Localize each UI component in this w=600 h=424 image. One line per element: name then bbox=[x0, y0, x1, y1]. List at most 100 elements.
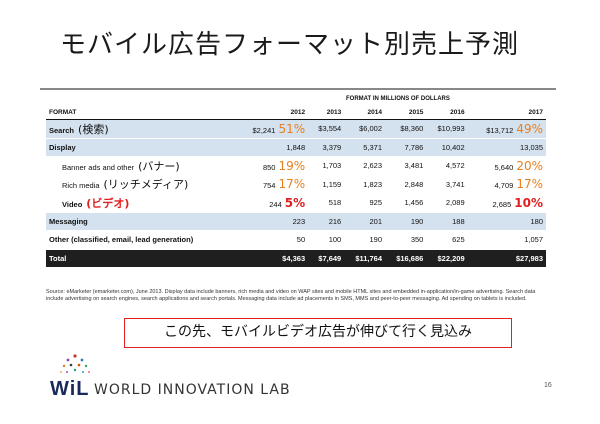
cell-value: 3,741 bbox=[445, 179, 465, 189]
cell-value: 1,159 bbox=[322, 179, 342, 189]
table-cell: 1,823 bbox=[344, 175, 386, 194]
table-header-row: FORMAT 2012 2013 2014 2015 2016 2017 bbox=[46, 106, 546, 120]
row-label-text: Messaging bbox=[49, 216, 88, 226]
table-cell: $11,764 bbox=[344, 249, 386, 268]
cell-value: 188 bbox=[452, 216, 465, 226]
row-label-text: Total bbox=[49, 253, 67, 263]
table-cell: $3,554 bbox=[308, 119, 345, 139]
row-label: Rich media (リッチメディア) bbox=[46, 175, 235, 194]
col-header: 2014 bbox=[344, 106, 386, 120]
table-cell: 188 bbox=[426, 212, 468, 231]
table-cell: $13,712 49% bbox=[467, 119, 546, 139]
cell-value: 2,848 bbox=[404, 179, 424, 189]
cell-value: 2,623 bbox=[363, 161, 383, 171]
cell-value: 201 bbox=[369, 216, 383, 226]
cell-value: $8,360 bbox=[400, 124, 424, 134]
table-cell: $8,360 bbox=[385, 119, 427, 139]
table-cell: $6,002 bbox=[344, 119, 386, 139]
share-2012: 51% bbox=[278, 121, 306, 136]
share-2012: 5% bbox=[284, 195, 306, 210]
table-cell: 1,703 bbox=[308, 156, 345, 176]
share-2017: 49% bbox=[516, 121, 543, 136]
share-2012: 17% bbox=[278, 177, 306, 192]
table-cell: 244 5% bbox=[235, 193, 309, 213]
cell-value: $4,363 bbox=[282, 253, 306, 263]
row-label-text: Banner ads and other bbox=[62, 162, 135, 172]
row-label-jp: (ビデオ) bbox=[86, 196, 130, 210]
share-2017: 17% bbox=[516, 177, 543, 192]
table-cell: 190 bbox=[385, 212, 427, 231]
cell-value: 1,823 bbox=[363, 179, 383, 189]
col-header: 2013 bbox=[308, 106, 345, 120]
col-header: FORMAT bbox=[46, 106, 235, 120]
cell-value: 1,848 bbox=[286, 142, 306, 152]
table-cell: 925 bbox=[344, 193, 386, 213]
cell-value: 223 bbox=[292, 216, 306, 226]
cell-value: 13,035 bbox=[520, 142, 543, 152]
table-cell: 1,848 bbox=[235, 138, 309, 157]
cell-value: 2,685 bbox=[492, 199, 512, 209]
table-cell: 201 bbox=[344, 212, 386, 231]
table-cell: 3,379 bbox=[308, 138, 345, 157]
callout-box: この先、モバイルビデオ広告が伸びて行く見込み bbox=[124, 318, 512, 348]
table-cell: 4,709 17% bbox=[467, 175, 546, 194]
logo-text: WiL bbox=[50, 378, 90, 400]
table-cell: 3,741 bbox=[426, 175, 468, 194]
cell-value: $13,712 bbox=[486, 125, 514, 135]
cell-value: 5,371 bbox=[363, 142, 383, 152]
table-cell: 4,572 bbox=[426, 156, 468, 176]
cell-value: $3,554 bbox=[318, 124, 342, 134]
table-cell: 1,057 bbox=[467, 230, 546, 250]
title-divider bbox=[40, 88, 556, 90]
table-cell: 2,848 bbox=[385, 175, 427, 194]
table-row: Video (ビデオ) 244 5% 518 925 1,456 2,089 2,685 10% bbox=[46, 193, 546, 213]
row-label-jp: (バナー) bbox=[138, 159, 180, 173]
cell-value: 190 bbox=[410, 216, 424, 226]
cell-value: $10,993 bbox=[437, 124, 465, 134]
table-cell: $2,241 51% bbox=[235, 119, 309, 139]
cell-value: 216 bbox=[328, 216, 342, 226]
cell-value: $16,686 bbox=[396, 253, 424, 263]
table-row: Rich media (リッチメディア) 754 17% 1,159 1,823 2,848… bbox=[46, 175, 546, 194]
forecast-table: FORMAT 2012 2013 2014 2015 2016 2017 Sea… bbox=[46, 106, 546, 268]
table-row: Messaging 223 216 201 190 188 180 bbox=[46, 212, 546, 231]
cell-value: 350 bbox=[410, 235, 424, 245]
cell-value: 4,709 bbox=[494, 181, 514, 191]
cell-value: 1,057 bbox=[524, 235, 543, 245]
cell-value: 925 bbox=[369, 198, 383, 208]
table-cell: 754 17% bbox=[235, 175, 309, 194]
table-cell: 850 19% bbox=[235, 156, 309, 176]
row-label: Total bbox=[46, 249, 235, 268]
table-cell: 180 bbox=[467, 212, 546, 231]
row-label-text: Search bbox=[49, 125, 75, 135]
table-cell: 13,035 bbox=[467, 138, 546, 157]
row-label: Video (ビデオ) bbox=[46, 193, 235, 213]
cell-value: 10,402 bbox=[441, 142, 465, 152]
row-label-text: Video bbox=[62, 199, 83, 209]
table-cell: 5,640 20% bbox=[467, 156, 546, 176]
table-cell: 5,371 bbox=[344, 138, 386, 157]
table-row: Total $4,363 $7,649 $11,764 $16,686 $22,209 $2… bbox=[46, 249, 546, 268]
cell-value: 754 bbox=[262, 181, 276, 191]
table-cell: 100 bbox=[308, 230, 345, 250]
cell-value: $22,209 bbox=[437, 253, 465, 263]
col-header: 2016 bbox=[426, 106, 468, 120]
cell-value: 100 bbox=[328, 235, 342, 245]
row-label: Display bbox=[46, 138, 235, 157]
cell-value: 244 bbox=[269, 199, 282, 209]
table-cell: 10,402 bbox=[426, 138, 468, 157]
table-cell: $27,983 bbox=[467, 249, 546, 268]
cell-value: $6,002 bbox=[359, 124, 383, 134]
table-cell: 223 bbox=[235, 212, 309, 231]
cell-value: 518 bbox=[328, 198, 342, 208]
table-cell: 350 bbox=[385, 230, 427, 250]
cell-value: $7,649 bbox=[318, 253, 342, 263]
table-cell: $7,649 bbox=[308, 249, 345, 268]
cell-value: 2,089 bbox=[445, 198, 465, 208]
source-note: Source: eMarketer (emarketer.com), June … bbox=[46, 289, 536, 302]
cell-value: 1,703 bbox=[322, 161, 342, 171]
share-2017: 10% bbox=[514, 195, 543, 210]
cell-value: 3,379 bbox=[322, 142, 342, 152]
table-cell: $4,363 bbox=[235, 249, 309, 268]
